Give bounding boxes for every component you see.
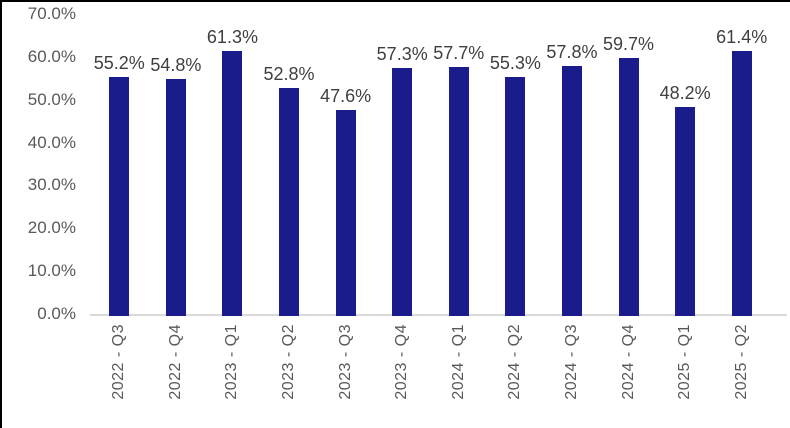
bar-2024 - Q3 [561,66,582,316]
data-label: 48.2% [659,83,711,104]
bar-2025 - Q2 [731,50,752,316]
bar-2023 - Q2 [279,87,300,316]
x-tick-label: 2024 - Q1 [449,324,467,400]
y-tick-label: 20.0% [27,218,76,238]
data-label: 55.3% [489,53,541,73]
data-label: 52.8% [263,63,315,84]
bar-2023 - Q3 [335,110,356,316]
x-tick-label: 2025 - Q2 [732,324,750,400]
data-label: 61.3% [206,27,258,48]
x-tick-label: 2023 - Q1 [223,324,241,400]
bar-2023 - Q4 [392,68,413,316]
data-label: 54.8% [150,55,202,76]
bar-2025 - Q1 [675,107,696,316]
y-tick-label: 40.0% [27,132,76,152]
data-label: 57.3% [376,44,428,65]
y-tick-label: 70.0% [27,4,76,23]
bar-2024 - Q2 [505,77,526,316]
x-tick-label: 2024 - Q4 [619,324,637,400]
x-tick-label: 2022 - Q3 [110,324,128,400]
x-tick-label: 2023 - Q4 [393,324,411,400]
x-tick-label: 2023 - Q2 [280,324,298,400]
data-label: 55.2% [93,53,145,74]
x-tick-label: 2022 - Q4 [166,324,184,400]
data-label: 47.6% [320,86,372,106]
bar-2022 - Q4 [165,79,186,316]
bar-2024 - Q1 [448,66,469,316]
x-tick-label: 2024 - Q3 [562,324,580,400]
bar-2024 - Q4 [618,58,639,316]
data-label: 57.7% [433,42,485,63]
data-label: 57.8% [546,42,598,63]
data-label: 59.7% [603,34,655,55]
x-tick-label: 2024 - Q2 [506,324,524,400]
y-tick-label: 50.0% [27,89,76,109]
y-tick-label: 0.0% [37,304,76,323]
x-tick-label: 2023 - Q3 [336,324,354,400]
data-label: 61.4% [716,26,768,47]
y-tick-label: 30.0% [27,175,76,195]
bar-2022 - Q3 [109,77,130,316]
bar-2023 - Q1 [222,51,243,316]
y-tick-label: 60.0% [27,46,76,66]
x-tick-label: 2025 - Q1 [676,324,694,400]
y-tick-label: 10.0% [27,261,76,281]
x-axis-line [90,314,787,316]
